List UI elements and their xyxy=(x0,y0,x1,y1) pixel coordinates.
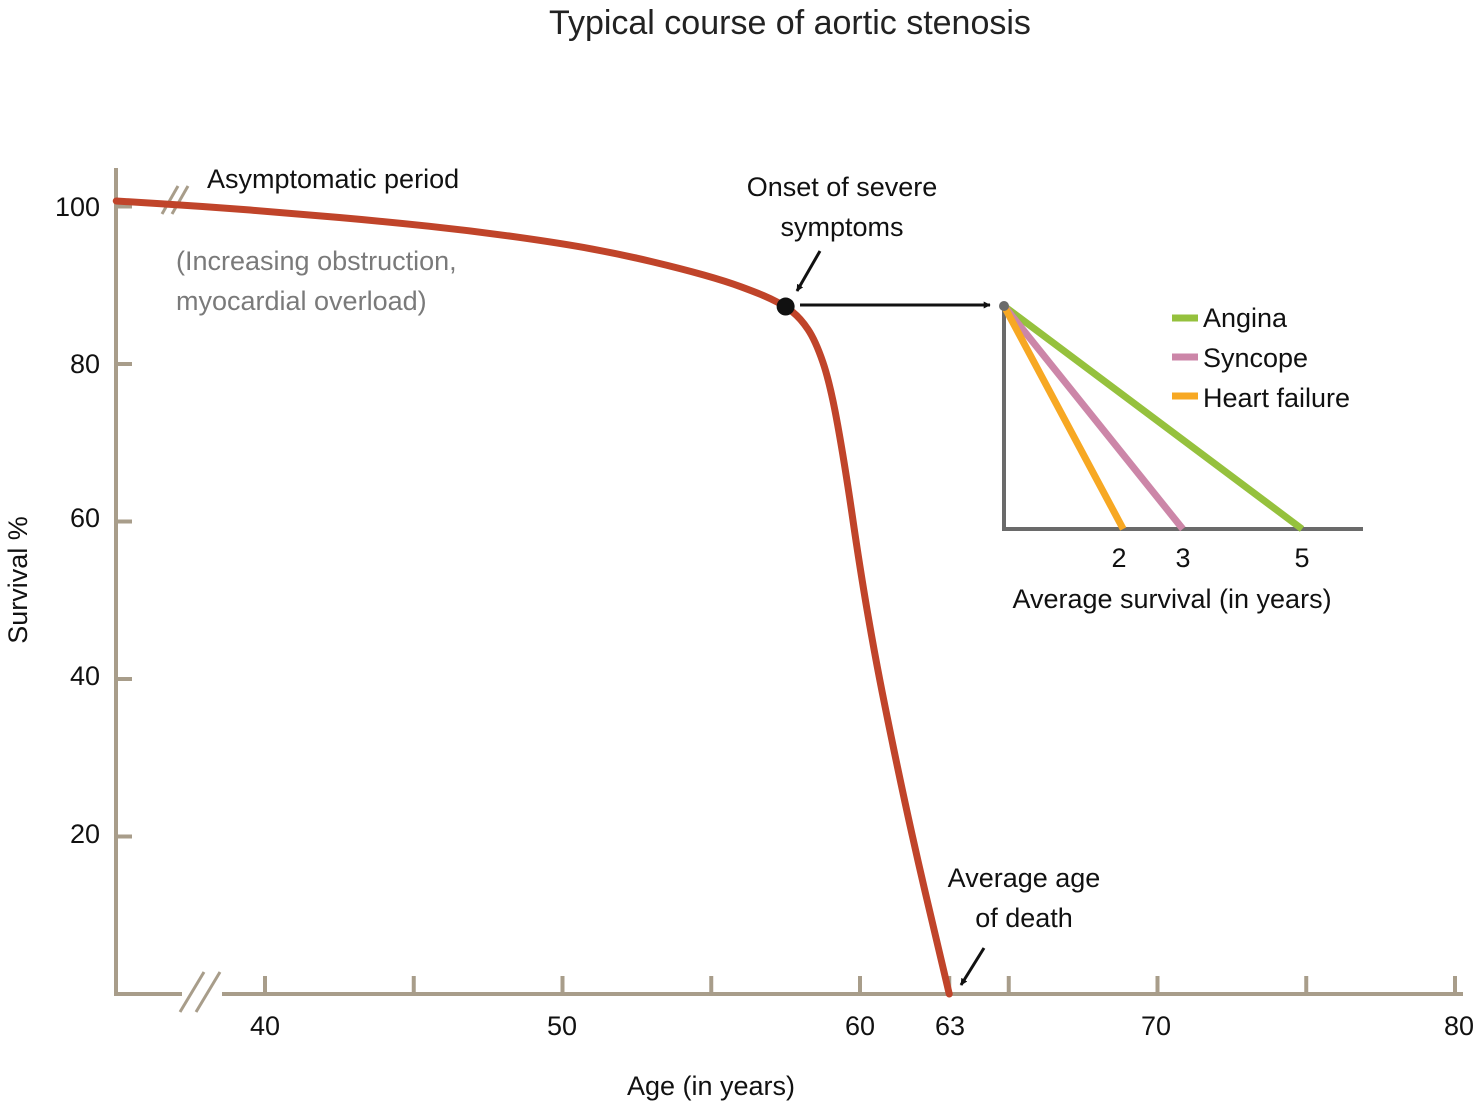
survival-curve-line xyxy=(112,197,953,998)
x-tick-label: 80 xyxy=(1444,1011,1474,1041)
asymptomatic-period-label: Asymptomatic period xyxy=(207,164,459,194)
death-label-line-2: of death xyxy=(975,903,1073,933)
x-tick-label: 60 xyxy=(845,1011,875,1041)
onset-label-line-2: symptoms xyxy=(780,212,903,242)
inset-legend: Angina Syncope Heart failure xyxy=(1172,303,1350,413)
legend-label-heart-failure: Heart failure xyxy=(1203,383,1350,413)
inset-line-syncope xyxy=(1001,303,1186,532)
obstruction-note-line-1: (Increasing obstruction, xyxy=(176,246,457,276)
x-tick-label: 63 xyxy=(935,1011,965,1041)
x-tick-label: 40 xyxy=(250,1011,280,1041)
legend-label-syncope: Syncope xyxy=(1203,343,1308,373)
x-tick-label: 50 xyxy=(547,1011,577,1041)
death-pointer-arrow-icon xyxy=(959,947,986,986)
obstruction-note-line-2: myocardial overload) xyxy=(176,286,427,316)
legend-label-angina: Angina xyxy=(1203,303,1288,333)
y-axis-break-icon xyxy=(160,185,190,215)
x-axis-break-icon xyxy=(178,971,222,1016)
x-tick-labels: 40 50 60 63 70 80 xyxy=(250,1011,1474,1041)
inset-x-tick-label: 5 xyxy=(1294,543,1309,573)
legend-item-heart-failure: Heart failure xyxy=(1172,383,1350,413)
x-tick-label: 70 xyxy=(1141,1011,1171,1041)
x-tick-marks xyxy=(263,976,1457,994)
onset-point-marker xyxy=(776,297,795,316)
x-axis-label: Age (in years) xyxy=(627,1071,795,1101)
y-tick-marks xyxy=(116,204,132,839)
y-tick-label: 100 xyxy=(55,192,100,222)
y-tick-label: 40 xyxy=(70,661,100,691)
inset-x-tick-label: 3 xyxy=(1175,543,1190,573)
chart-title: Typical course of aortic stenosis xyxy=(549,4,1031,42)
onset-label-line-1: Onset of severe xyxy=(747,172,938,202)
y-tick-labels: 100 80 60 40 20 xyxy=(55,192,100,849)
y-axis-label: Survival % xyxy=(3,516,33,644)
legend-item-angina: Angina xyxy=(1172,303,1288,333)
death-label-line-1: Average age xyxy=(948,863,1101,893)
inset-origin-dot xyxy=(999,301,1009,311)
inset-line-heart-failure xyxy=(1000,304,1127,531)
y-tick-label: 80 xyxy=(70,349,100,379)
inset-x-axis-label: Average survival (in years) xyxy=(1012,584,1331,614)
inset-line-angina xyxy=(1001,303,1305,532)
inset-chart: 2 3 5 Average survival (in years) Angina… xyxy=(999,301,1363,614)
inset-x-tick-label: 2 xyxy=(1111,543,1126,573)
y-tick-label: 20 xyxy=(70,819,100,849)
onset-pointer-arrow-icon xyxy=(795,250,822,292)
y-tick-label: 60 xyxy=(70,503,100,533)
legend-item-syncope: Syncope xyxy=(1172,343,1308,373)
